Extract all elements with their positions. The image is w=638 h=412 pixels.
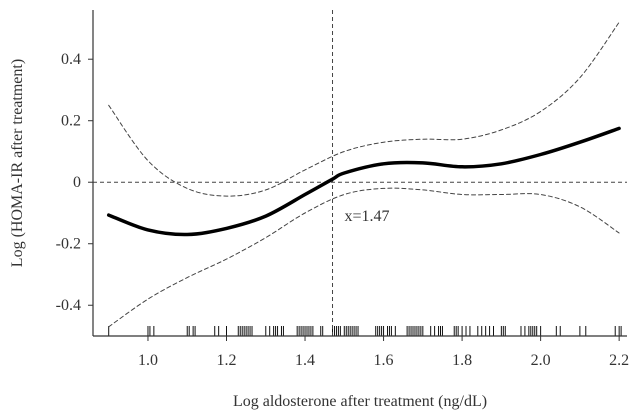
x-tick-label: 1.4: [295, 352, 315, 369]
x-axis-label: Log aldosterone after treatment (ng/dL): [233, 393, 487, 410]
x-tick-label: 2.0: [531, 352, 551, 369]
x-tick-label: 2.2: [609, 352, 629, 369]
y-tick-label: -0.4: [56, 297, 81, 314]
upper-ci-line: [108, 21, 620, 197]
y-tick-label: -0.2: [56, 236, 81, 253]
estimate-line: [106, 126, 621, 237]
y-tick-label: 0: [73, 174, 81, 191]
x-tick-label: 1.0: [138, 352, 158, 369]
lower-ci-line: [108, 187, 620, 328]
y-tick-label: 0.2: [61, 113, 81, 130]
y-tick-label: 0.4: [61, 51, 81, 68]
x-tick-label: 1.8: [452, 352, 472, 369]
x-tick-label: 1.2: [217, 352, 237, 369]
y-axis-label: Log (HOMA-IR after treatment): [9, 59, 26, 267]
x-tick-label: 1.6: [374, 352, 394, 369]
threshold-annotation: x=1.47: [345, 208, 390, 225]
